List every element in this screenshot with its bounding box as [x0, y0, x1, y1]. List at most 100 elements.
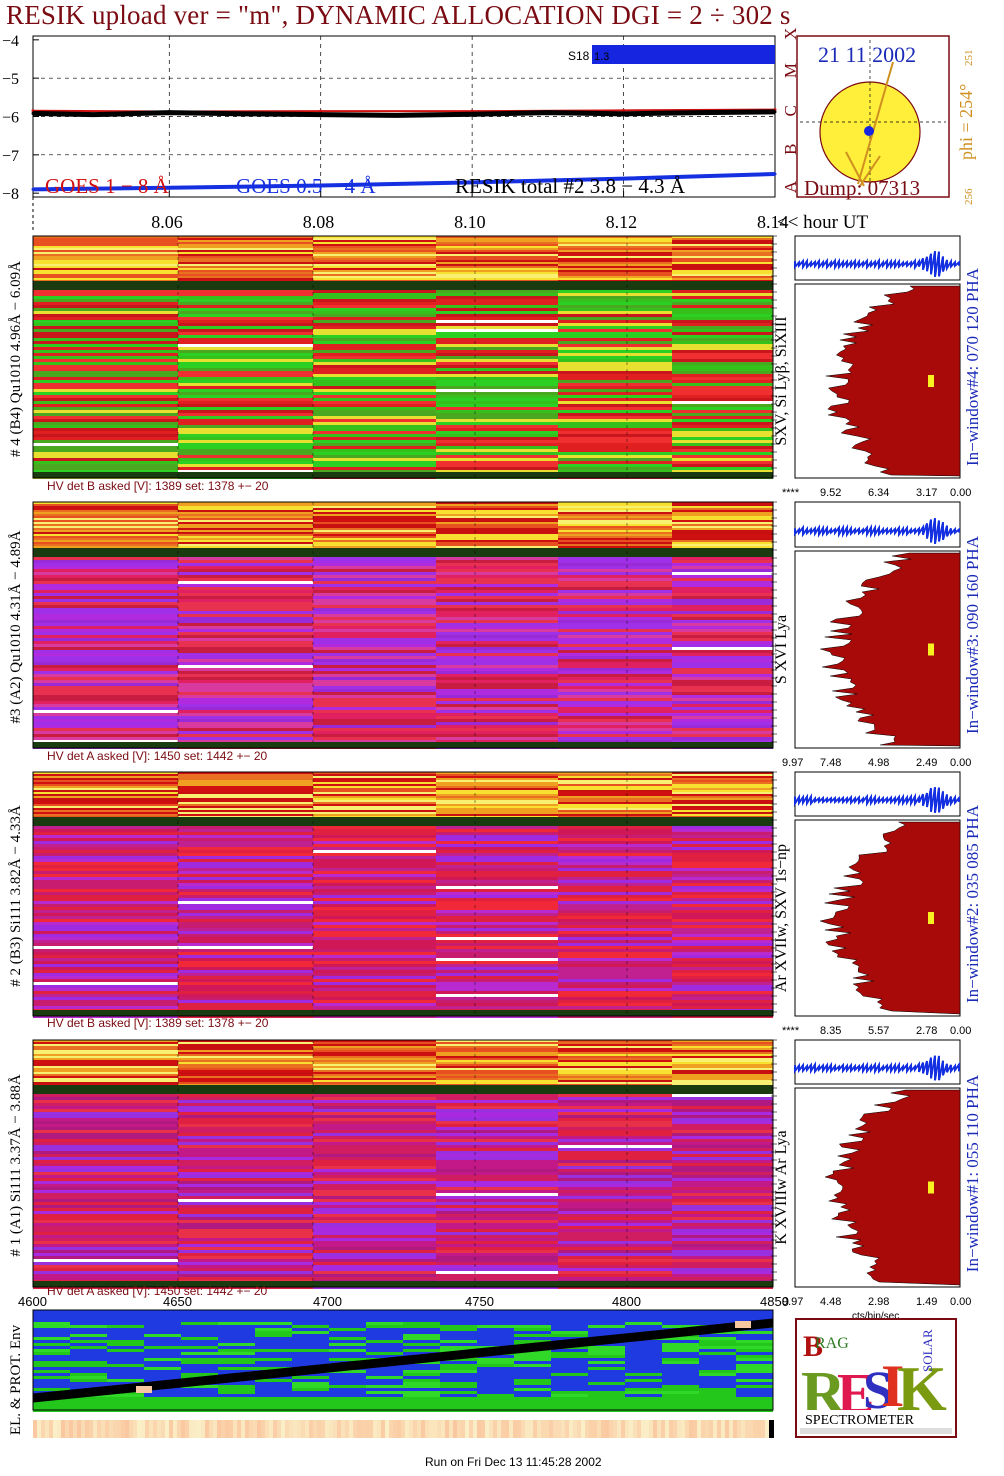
spectrum-cell: [558, 1133, 672, 1136]
spectrum-strip-cell: [313, 536, 436, 538]
spectrum-cell: [436, 967, 558, 970]
spectrum-strip-cell: [313, 256, 436, 258]
spectrum-cell: [178, 853, 313, 856]
spectrum-cell: [178, 704, 313, 707]
spectrum-strip-cell: [178, 544, 313, 546]
temperature-strip-cell: [765, 1420, 769, 1438]
spectrum-strip-cell: [178, 1064, 313, 1066]
spectrum-cell: [313, 832, 436, 835]
particle-env-cell: [551, 1367, 588, 1370]
spectrum-strip-cell: [178, 1052, 313, 1054]
spectrum-cell: [436, 874, 558, 877]
spectrum-cell: [672, 1250, 773, 1253]
spectrum-strip-cell: [558, 252, 672, 254]
spectrum-cell: [33, 1124, 178, 1127]
particle-env-cell: [699, 1340, 736, 1343]
spectrum-cell: [672, 952, 773, 955]
spectrum-cell: [178, 1178, 313, 1181]
spectrum-cell: [558, 362, 672, 365]
spectrum-cell: [558, 419, 672, 422]
particle-env-cell: [403, 1319, 440, 1322]
spectrum-strip-cell: [558, 260, 672, 262]
spectrum-cell: [436, 964, 558, 967]
spectrum-strip-cell: [436, 244, 558, 246]
spectrum-strip-cell: [558, 776, 672, 778]
spectrum-cell: [436, 1094, 558, 1097]
spectrum-cell: [313, 386, 436, 389]
spectrum-cell: [178, 1166, 313, 1169]
spectrum-cell: [558, 991, 672, 994]
spectrum-cell: [178, 979, 313, 982]
spectrum-cell: [436, 949, 558, 952]
spectrum-cell: [178, 398, 313, 401]
spectrum-strip-cell: [33, 1052, 178, 1054]
spectrum-frame: [32, 771, 774, 1017]
spectrum-strip-cell: [558, 1070, 672, 1072]
spectrum-cell: [178, 1142, 313, 1145]
spectrum-cell: [558, 964, 672, 967]
spectrum-cell: [436, 686, 558, 689]
particle-env-cell: [181, 1331, 218, 1334]
particle-env-cell: [255, 1391, 292, 1394]
spectrum-cell: [436, 1136, 558, 1139]
spectrum-cell: [436, 925, 558, 928]
spectrum-cell: [672, 1094, 773, 1097]
spectrum-cell: [313, 1139, 436, 1142]
temperature-strip-cell: [493, 1420, 497, 1438]
spectrum-cell: [33, 350, 178, 353]
temperature-strip-cell: [273, 1420, 277, 1438]
particle-env-cell: [33, 1376, 70, 1379]
spectrum-strip-cell: [178, 1046, 313, 1048]
spectrum-cell: [313, 293, 436, 296]
spectrum-cell: [672, 590, 773, 593]
spectrum-cell: [436, 940, 558, 943]
histogram-axis-tick: ****: [782, 1025, 800, 1037]
spectrum-cell: [33, 877, 178, 880]
temperature-strip-cell: [605, 1420, 609, 1438]
spectrum-cell: [33, 725, 178, 728]
spectrum-cell: [33, 1196, 178, 1199]
spectrum-cell: [33, 410, 178, 413]
spectrum-cell: [436, 1175, 558, 1178]
spectrum-strip-cell: [436, 1082, 558, 1084]
particle-env-cell: [70, 1367, 107, 1370]
spectrum-strip-cell: [178, 1058, 313, 1060]
orbit-marker-end: [735, 1321, 751, 1328]
spectrum-cell: [313, 943, 436, 946]
particle-env-cell: [255, 1403, 292, 1406]
spectrum-cell: [313, 719, 436, 722]
spectrum-strip-cell: [672, 800, 773, 802]
particle-env-cell: [588, 1361, 625, 1364]
spectrum-cell: [313, 841, 436, 844]
spectrum-cell: [672, 719, 773, 722]
spectrum-cell: [436, 590, 558, 593]
spectrum-strip-cell: [33, 1068, 178, 1070]
spectrum-strip-cell: [558, 268, 672, 270]
spectrum-cell: [33, 698, 178, 701]
spectrum-cell: [33, 1133, 178, 1136]
spectrum-cell: [436, 326, 558, 329]
spectrum-strip-cell: [436, 804, 558, 806]
spectrum-strip-cell: [672, 278, 773, 280]
particle-env-cell: [255, 1331, 292, 1334]
spectrum-cell: [672, 1169, 773, 1172]
spectrum-cell: [436, 566, 558, 569]
spectrum-strip-cell: [33, 806, 178, 808]
spectrum-strip-cell: [558, 1068, 672, 1070]
spectrum-cell: [313, 1121, 436, 1124]
particle-env-cell: [662, 1385, 699, 1388]
spectrum-cell: [436, 680, 558, 683]
temperature-strip-cell: [457, 1420, 461, 1438]
spectrum-cell: [178, 644, 313, 647]
spectrum-cell: [672, 602, 773, 605]
spectrum-cell: [436, 1151, 558, 1154]
spectrum-cell: [436, 1003, 558, 1006]
spectrum-cell: [558, 365, 672, 368]
particle-env-cell: [551, 1400, 588, 1403]
particle-env-cell: [107, 1331, 144, 1334]
spectrum-cell: [558, 1097, 672, 1100]
particle-env-cell: [255, 1322, 292, 1325]
spectrum-cell: [558, 970, 672, 973]
spectrum-cell: [313, 1178, 436, 1181]
particle-env-cell: [440, 1382, 477, 1385]
